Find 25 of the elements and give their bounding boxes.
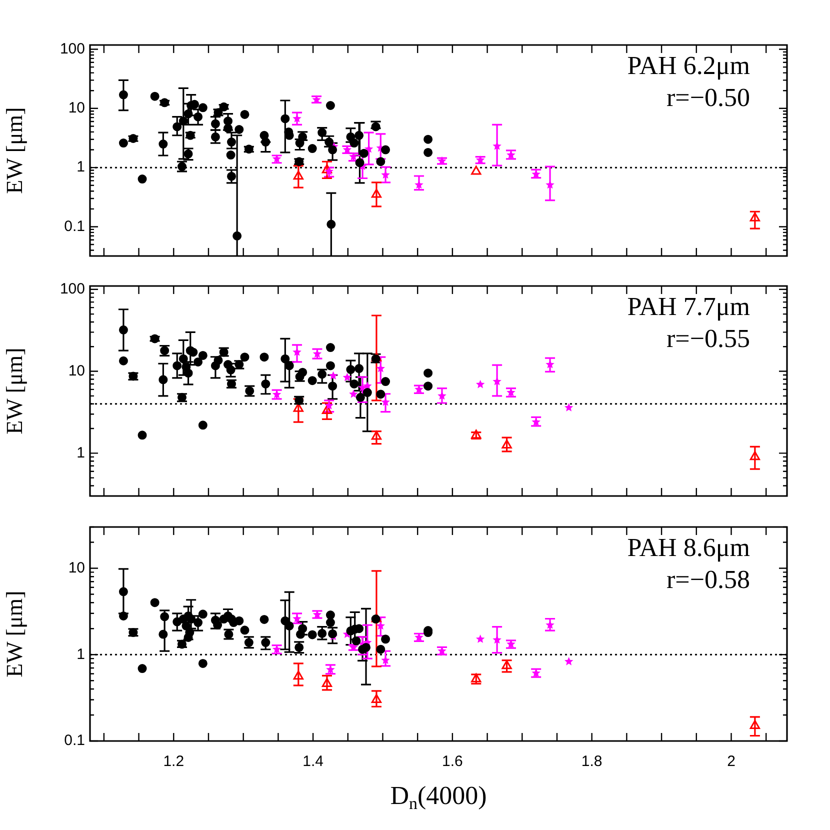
- annotation: r=−0.58: [666, 565, 750, 594]
- y-tick-label: 0.1: [64, 732, 85, 750]
- x-tick-label: 1.4: [302, 753, 324, 770]
- y-tick-label: 10: [68, 362, 85, 380]
- annotation: PAH 8.6μm: [627, 533, 750, 562]
- y-tick-label: 10: [68, 100, 85, 117]
- x-tick-label: 1.2: [163, 753, 184, 770]
- y-axis-title: EW [μm]: [2, 107, 27, 194]
- y-tick-label: 1: [76, 646, 85, 663]
- x-tick-label: 1.6: [442, 753, 463, 770]
- y-tick-label: 100: [60, 280, 85, 298]
- y-tick-label: 1: [76, 444, 85, 462]
- y-axis-title: EW [μm]: [2, 590, 27, 678]
- annotation: r=−0.50: [666, 83, 750, 112]
- y-tick-label: 1: [76, 158, 85, 176]
- x-axis-title: D$_{n}$(4000): [389, 781, 488, 814]
- annotation: r=−0.55: [666, 324, 750, 353]
- x-tick-label: 1.8: [581, 753, 602, 770]
- y-tick-label: 10: [68, 559, 85, 576]
- annotation: PAH 6.2μm: [627, 51, 750, 80]
- y-tick-label: 100: [60, 40, 85, 58]
- y-tick-label: 0.1: [64, 218, 85, 235]
- y-axis-title: EW [μm]: [2, 348, 27, 434]
- annotation: PAH 7.7μm: [627, 292, 750, 321]
- x-tick-label: 2: [727, 753, 736, 770]
